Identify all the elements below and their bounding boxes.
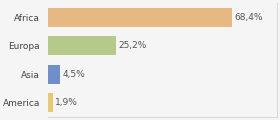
Bar [48, 93, 53, 112]
Bar [48, 65, 60, 84]
Text: 4,5%: 4,5% [62, 70, 85, 79]
Text: 25,2%: 25,2% [118, 41, 146, 50]
Bar [48, 8, 232, 27]
Text: 1,9%: 1,9% [55, 98, 78, 107]
Text: 68,4%: 68,4% [235, 13, 263, 22]
Bar [48, 36, 116, 55]
